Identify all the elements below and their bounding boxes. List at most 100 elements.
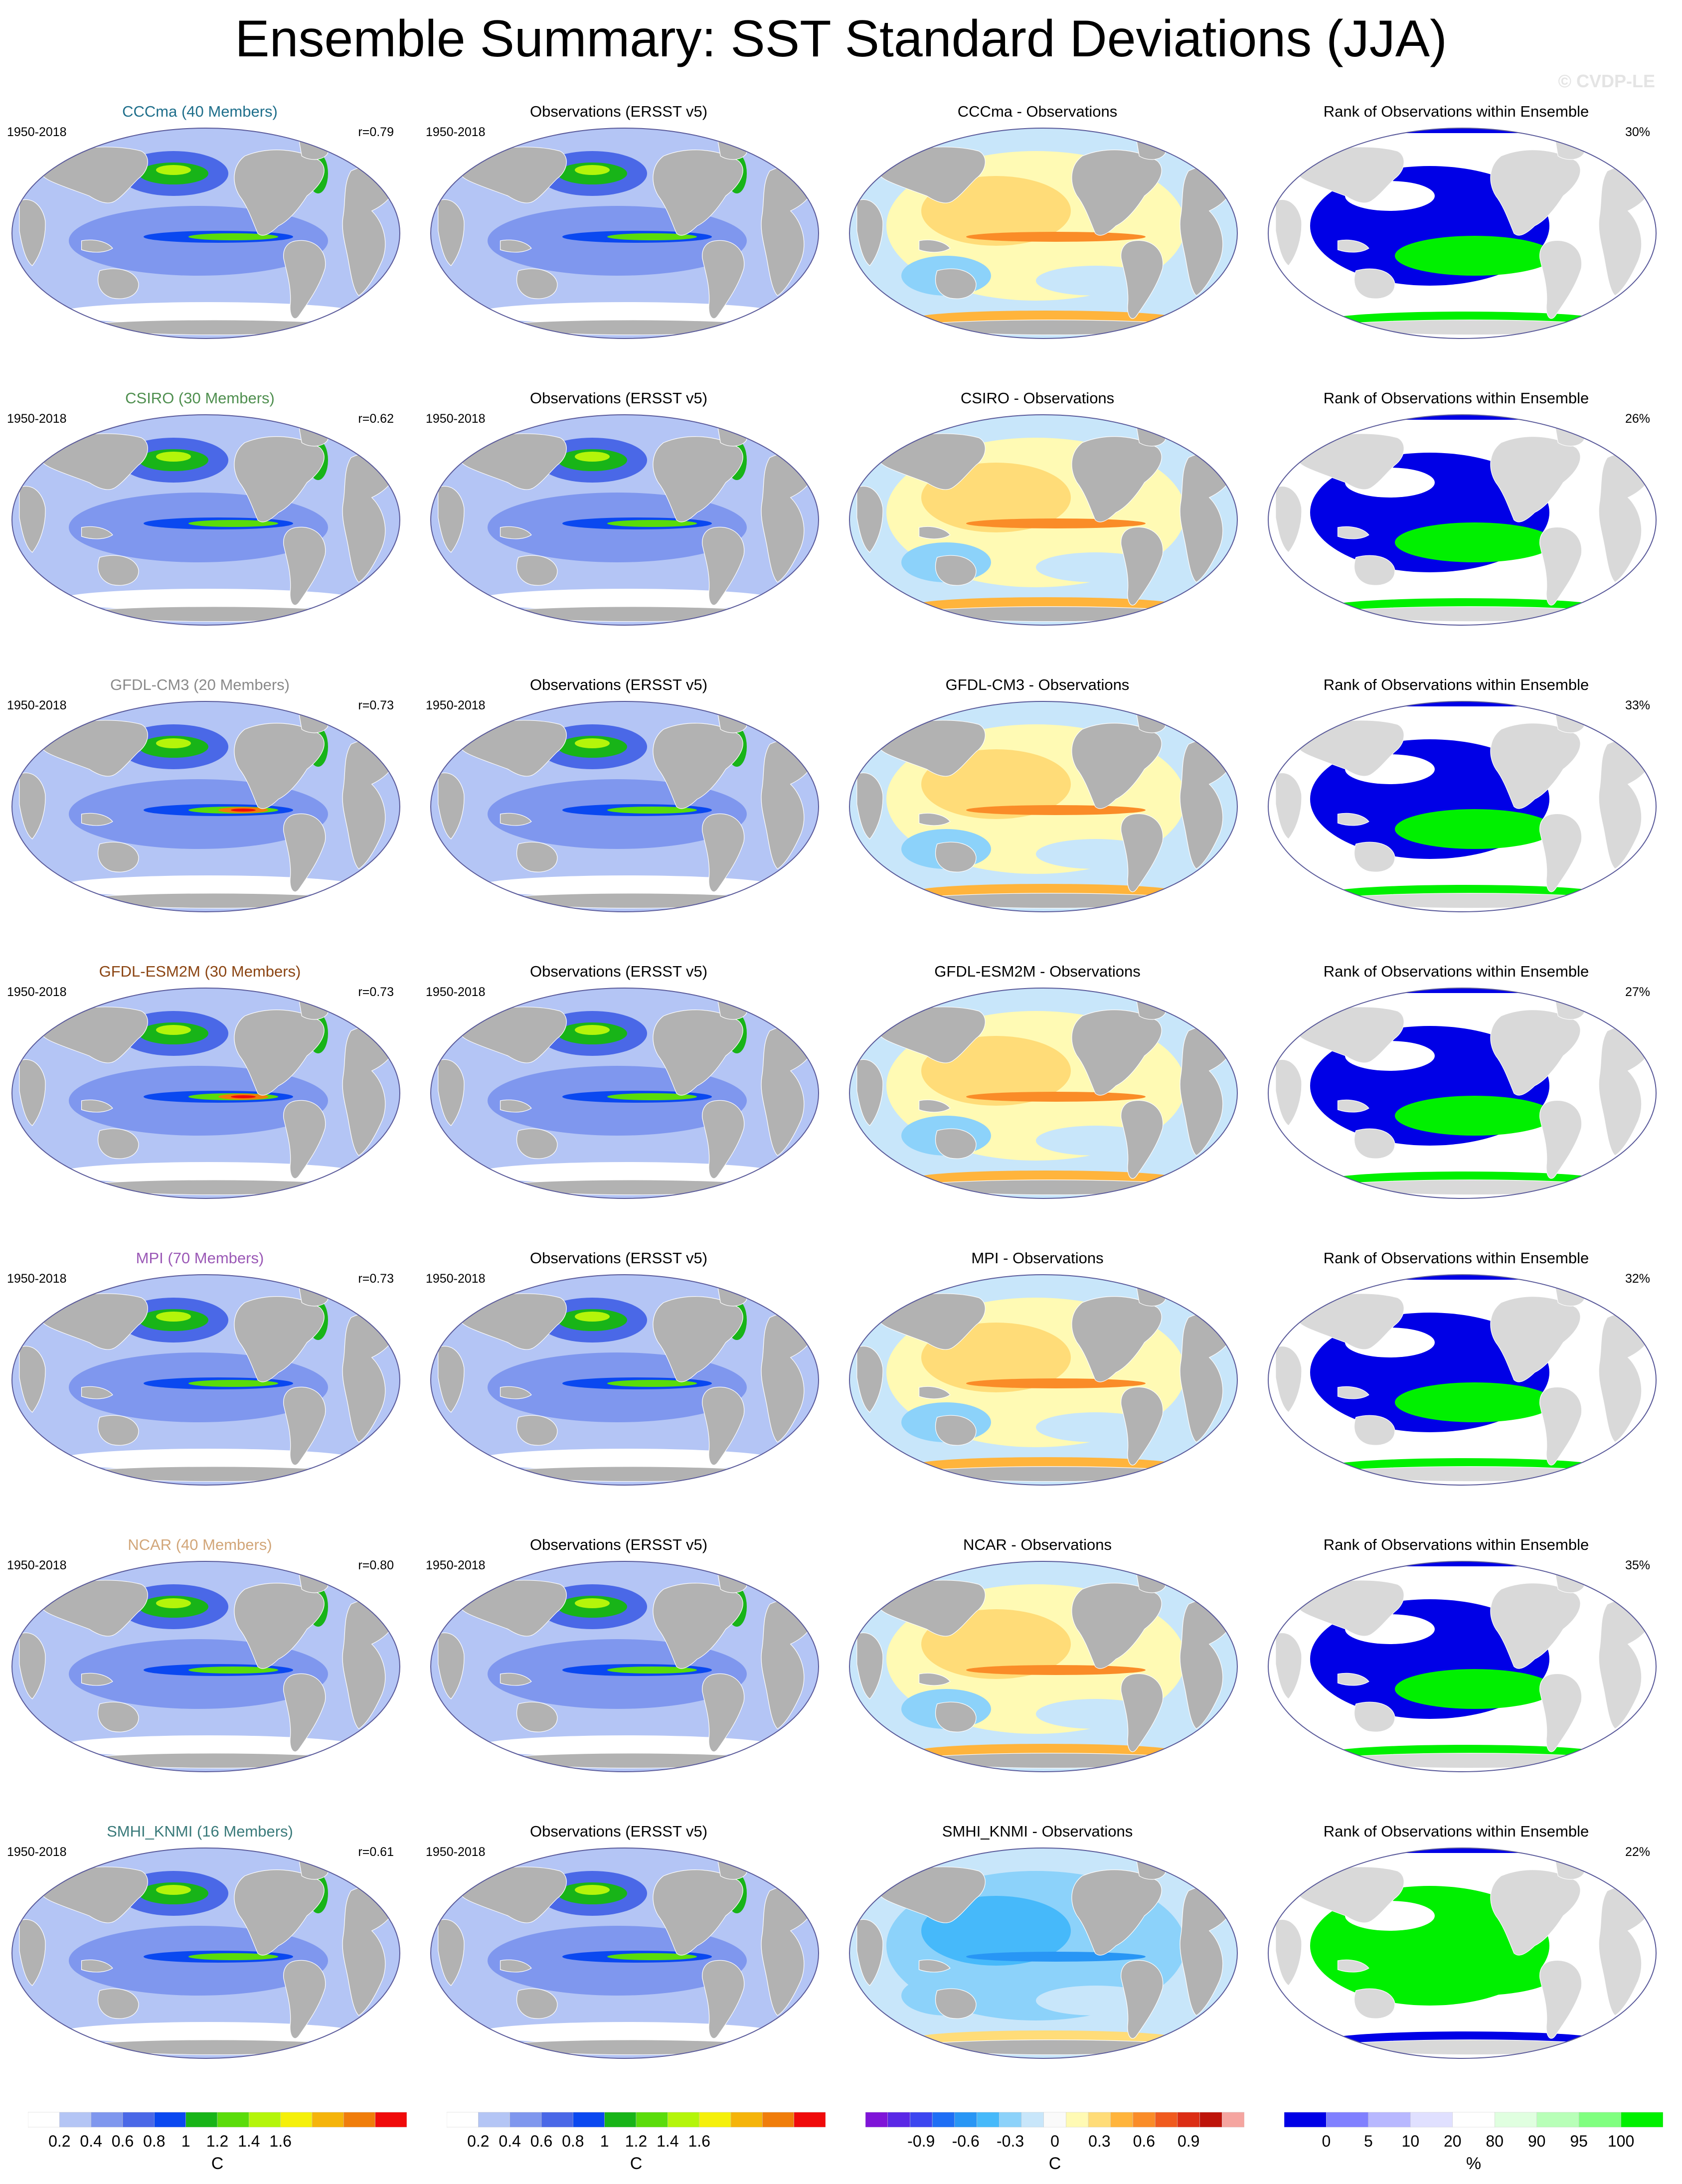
world-map bbox=[849, 1274, 1238, 1486]
colorbar-swatch bbox=[573, 2112, 605, 2128]
colorbar-tick-label: 0.2 bbox=[467, 2132, 490, 2150]
world-map bbox=[1268, 701, 1657, 912]
colorbar-swatch bbox=[1222, 2112, 1244, 2128]
panel-title: Rank of Observations within Ensemble bbox=[1323, 963, 1589, 980]
panel-title: Observations (ERSST v5) bbox=[529, 963, 708, 980]
map-panel-rank: Rank of Observations within Ensemble 27% bbox=[1259, 962, 1657, 1241]
colorbar-swatches bbox=[865, 2112, 1244, 2128]
colorbar-tick-label: 1.6 bbox=[269, 2132, 292, 2150]
colorbar-swatch bbox=[1621, 2112, 1663, 2128]
period-label: 1950-2018 bbox=[7, 1845, 67, 1859]
world-map bbox=[11, 414, 400, 626]
period-label: 1950-2018 bbox=[7, 985, 67, 999]
colorbar-swatch bbox=[280, 2112, 313, 2128]
world-map bbox=[11, 128, 400, 339]
panel-title: GFDL-CM3 - Observations bbox=[945, 676, 1130, 693]
colorbar-swatch bbox=[1155, 2112, 1178, 2128]
colorbar-tick-label: 95 bbox=[1570, 2132, 1588, 2150]
colorbar-tick-label: 0.4 bbox=[499, 2132, 521, 2150]
world-map bbox=[1268, 1561, 1657, 1772]
colorbar-swatch bbox=[954, 2112, 977, 2128]
world-map bbox=[430, 701, 819, 912]
rank-percent-label: 30% bbox=[1625, 125, 1650, 139]
panel-title: NCAR (40 Members) bbox=[128, 1536, 272, 1553]
colorbar-swatches bbox=[447, 2112, 826, 2128]
colorbar-swatch bbox=[1284, 2112, 1327, 2128]
colorbar-swatch bbox=[185, 2112, 218, 2128]
period-label: 1950-2018 bbox=[7, 125, 67, 139]
colorbar-swatch bbox=[887, 2112, 910, 2128]
colorbar-swatch bbox=[1326, 2112, 1369, 2128]
map-panel-diff: CCCma - Observations bbox=[841, 102, 1238, 381]
panel-title: Observations (ERSST v5) bbox=[529, 676, 708, 693]
colorbar-unit: % bbox=[1466, 2154, 1482, 2173]
period-label: 1950-2018 bbox=[426, 1272, 486, 1286]
panel-title: Rank of Observations within Ensemble bbox=[1323, 676, 1589, 693]
panel-title: MPI - Observations bbox=[971, 1249, 1104, 1267]
colorbar-tick-label: 0.6 bbox=[111, 2132, 134, 2150]
panel-title: CSIRO (30 Members) bbox=[125, 389, 275, 407]
world-map bbox=[1268, 1274, 1657, 1486]
colorbar-swatch bbox=[910, 2112, 933, 2128]
map-panel-obs: Observations (ERSST v5) 1950-2018 bbox=[422, 1535, 819, 1815]
colorbar-tick-label: 5 bbox=[1363, 2132, 1373, 2150]
colorbar-tick-label: 1 bbox=[181, 2132, 190, 2150]
world-map bbox=[1268, 1848, 1657, 2059]
panel-title: Observations (ERSST v5) bbox=[529, 1249, 708, 1267]
map-panel-diff: GFDL-CM3 - Observations bbox=[841, 675, 1238, 955]
figure-title: Ensemble Summary: SST Standard Deviation… bbox=[235, 10, 1447, 68]
colorbar-tick-label: 0.6 bbox=[1133, 2132, 1156, 2150]
panel-title: Rank of Observations within Ensemble bbox=[1323, 389, 1589, 407]
colorbar-swatch bbox=[478, 2112, 510, 2128]
colorbar-swatch bbox=[249, 2112, 281, 2128]
world-map bbox=[430, 1561, 819, 1772]
panel-title: Rank of Observations within Ensemble bbox=[1323, 103, 1589, 120]
panel-title: Rank of Observations within Ensemble bbox=[1323, 1249, 1589, 1267]
world-map bbox=[11, 988, 400, 1199]
map-panel-diff: NCAR - Observations bbox=[841, 1535, 1238, 1815]
colorbar-swatch bbox=[1410, 2112, 1453, 2128]
rank-percent-label: 35% bbox=[1625, 1558, 1650, 1572]
colorbar-unit: C bbox=[211, 2154, 224, 2173]
colorbar-swatch bbox=[122, 2112, 155, 2128]
map-panel-sst: NCAR (40 Members) 1950-2018 r=0.80 bbox=[3, 1535, 400, 1815]
colorbar-tick-label: 80 bbox=[1486, 2132, 1504, 2150]
colorbar-swatch bbox=[730, 2112, 763, 2128]
colorbar-swatch bbox=[1177, 2112, 1200, 2128]
colorbar-swatch bbox=[447, 2112, 479, 2128]
map-panel-rank: Rank of Observations within Ensemble 26% bbox=[1259, 389, 1657, 668]
map-panel-rank: Rank of Observations within Ensemble 32% bbox=[1259, 1249, 1657, 1528]
map-panel-obs: Observations (ERSST v5) 1950-2018 bbox=[422, 1822, 819, 2101]
panel-title: Rank of Observations within Ensemble bbox=[1323, 1536, 1589, 1553]
colorbar-tick-label: 100 bbox=[1607, 2132, 1635, 2150]
rank-percent-label: 32% bbox=[1625, 1272, 1650, 1286]
colorbar-tick-label: 0.3 bbox=[1088, 2132, 1111, 2150]
colorbar-tick-label: 1 bbox=[600, 2132, 609, 2150]
colorbar-swatch bbox=[1536, 2112, 1579, 2128]
world-map bbox=[11, 701, 400, 912]
panel-title: Observations (ERSST v5) bbox=[529, 1536, 708, 1553]
world-map bbox=[430, 128, 819, 339]
world-map bbox=[849, 414, 1238, 626]
panel-title: GFDL-ESM2M (30 Members) bbox=[99, 963, 301, 980]
colorbar-tick-label: 10 bbox=[1401, 2132, 1420, 2150]
world-map bbox=[11, 1274, 400, 1486]
world-map bbox=[11, 1848, 400, 2059]
colorbar-swatch bbox=[999, 2112, 1022, 2128]
watermark: © CVDP-LE bbox=[1558, 71, 1655, 91]
period-label: 1950-2018 bbox=[426, 1845, 486, 1859]
colorbar-swatch bbox=[699, 2112, 731, 2128]
colorbar-tick-label: 0.9 bbox=[1177, 2132, 1200, 2150]
colorbar-tick-label: -0.3 bbox=[997, 2132, 1024, 2150]
colorbar-swatch bbox=[154, 2112, 186, 2128]
map-panel-obs: Observations (ERSST v5) 1950-2018 bbox=[422, 675, 819, 955]
colorbar-swatch bbox=[59, 2112, 91, 2128]
world-map bbox=[849, 988, 1238, 1199]
map-panel-rank: Rank of Observations within Ensemble 30% bbox=[1259, 102, 1657, 381]
pattern-correlation-label: r=0.62 bbox=[358, 412, 394, 426]
map-panel-rank: Rank of Observations within Ensemble 35% bbox=[1259, 1535, 1657, 1815]
colorbar-tick-label: 0.8 bbox=[562, 2132, 584, 2150]
panel-title: CCCma (40 Members) bbox=[122, 103, 278, 120]
colorbar-tick-label: 0.4 bbox=[80, 2132, 102, 2150]
map-panel-sst: GFDL-ESM2M (30 Members) 1950-2018 r=0.73 bbox=[3, 962, 400, 1241]
